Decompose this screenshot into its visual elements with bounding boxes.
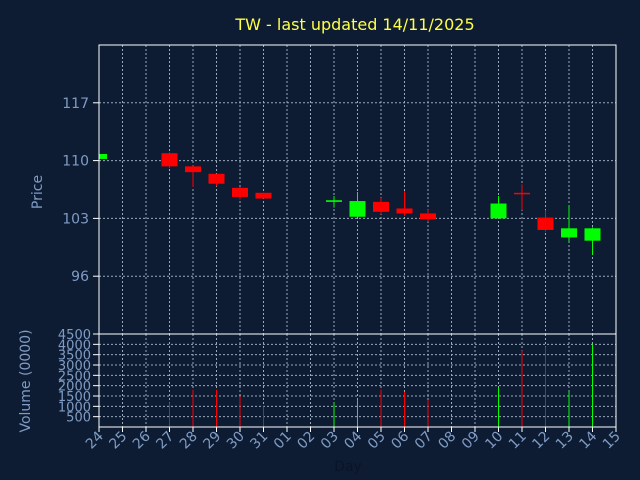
day-tick-label: 30: [224, 429, 248, 453]
volume-tick-label: 4500: [58, 328, 91, 343]
volume-tick-label: 1000: [58, 400, 91, 415]
day-tick-label: 04: [341, 428, 365, 452]
day-tick-label: 07: [412, 429, 436, 453]
price-tick-label: 103: [62, 211, 89, 227]
day-tick-label: 24: [83, 428, 107, 452]
day-tick-label: 11: [506, 429, 530, 453]
day-tick-label: 12: [529, 429, 553, 453]
candle-body: [161, 153, 178, 167]
day-tick-label: 31: [247, 429, 271, 453]
candle-body: [373, 201, 389, 212]
day-tick-label: 15: [600, 429, 624, 453]
day-axis-ticks: 24 25 26 27 28 29 30 31 01 02 03 04 05 06 07 08 09 10 11 12…: [83, 427, 624, 452]
x-axis-label: Day: [334, 459, 362, 475]
volume-tick-label: 500: [66, 411, 91, 426]
volume-axis-label: Volume (0000): [18, 329, 34, 432]
day-tick-label: 26: [130, 428, 154, 452]
day-tick-label: 09: [459, 429, 483, 453]
price-tick-label: 110: [62, 154, 89, 170]
candle-body: [537, 217, 554, 230]
day-tick-label: 06: [388, 428, 412, 452]
candle-body: [420, 213, 436, 220]
chart-title: TW - last updated 14/11/2025: [234, 15, 474, 34]
day-tick-label: 03: [318, 429, 342, 453]
volume-tick-label: 1500: [58, 390, 91, 405]
candle-body: [396, 208, 413, 214]
candle-body: [584, 228, 601, 241]
candle-body: [99, 153, 107, 159]
day-tick-label: 10: [482, 429, 506, 453]
candle-body: [232, 187, 248, 197]
day-tick-label: 01: [271, 429, 295, 453]
candle-body: [326, 200, 342, 202]
candle-body: [349, 201, 366, 217]
day-tick-label: 29: [200, 429, 224, 453]
day-tick-label: 02: [294, 429, 318, 453]
candle-body: [208, 173, 225, 184]
day-tick-label: 28: [177, 429, 201, 453]
day-tick-label: 14: [576, 428, 600, 452]
day-tick-label: 27: [153, 429, 177, 453]
volume-tick-label: 4000: [58, 338, 91, 353]
price-axis-label: Price: [30, 175, 46, 209]
candle-body: [255, 192, 272, 199]
volume-tick-label: 2000: [58, 380, 91, 395]
day-tick-label: 05: [365, 429, 389, 453]
price-candles: [98, 152, 601, 255]
price-gridlines: [98, 45, 617, 334]
volume-bars: [169, 344, 593, 427]
candle-body: [185, 166, 201, 173]
volume-tick-label: 2500: [58, 369, 91, 384]
candle-body: [490, 203, 507, 219]
day-tick-label: 13: [553, 429, 577, 453]
day-tick-label: 25: [106, 429, 130, 453]
candle-body: [561, 228, 577, 238]
volume-tick-label: 3500: [58, 349, 91, 364]
volume-tick-label: 3000: [58, 359, 91, 374]
price-tick-label: 96: [71, 269, 89, 285]
candle-body: [514, 192, 530, 195]
day-tick-label: 08: [435, 429, 459, 453]
price-axis-ticks: 96 103 110 117: [62, 96, 99, 285]
price-tick-label: 117: [62, 96, 89, 112]
